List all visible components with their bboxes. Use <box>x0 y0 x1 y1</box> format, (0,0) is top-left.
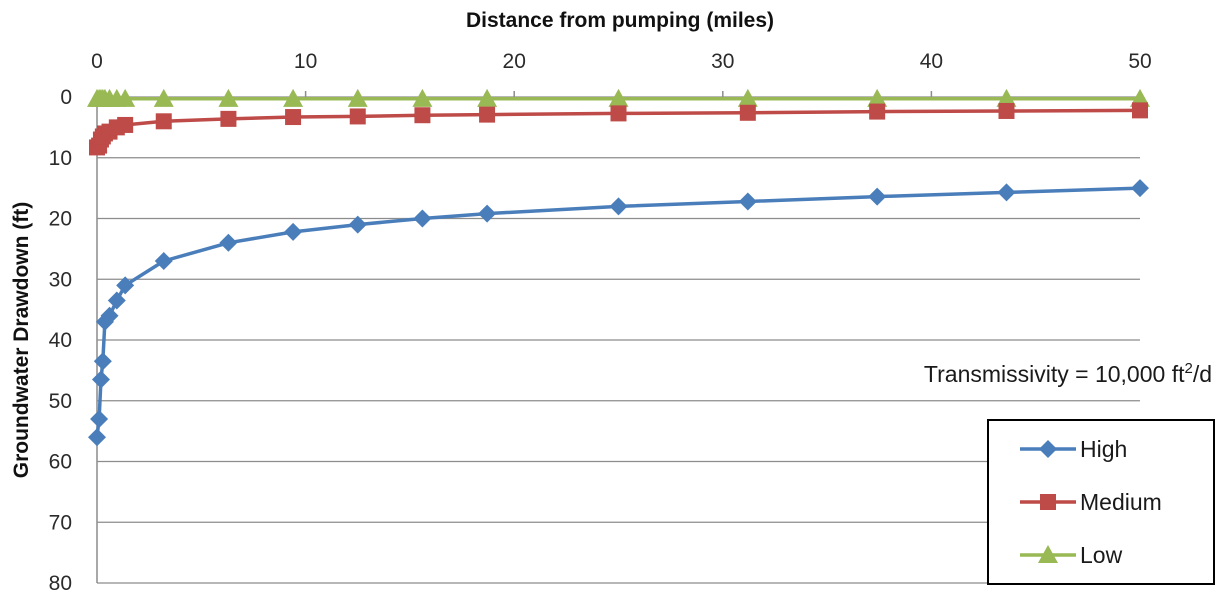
data-point-medium <box>739 104 756 121</box>
legend-label-high: High <box>1080 436 1127 462</box>
series-medium <box>89 102 1148 156</box>
data-point-high <box>154 252 173 271</box>
data-point-high <box>107 291 126 310</box>
data-point-high <box>91 370 110 389</box>
data-point-low <box>412 88 433 107</box>
y-tick-label: 50 <box>49 390 72 413</box>
annotation-text: Transmissivity = 10,000 ft <box>924 361 1185 387</box>
data-point-low <box>218 88 239 107</box>
x-tick-label: 30 <box>711 50 734 73</box>
annotation-suffix: /d <box>1193 361 1212 387</box>
x-tick-label: 40 <box>920 50 943 73</box>
data-point-high <box>738 192 757 211</box>
x-tick-label: 20 <box>503 50 526 73</box>
data-point-medium <box>869 103 886 120</box>
series-high <box>88 179 1149 447</box>
x-tick-label: 50 <box>1128 50 1151 73</box>
data-point-low <box>347 88 368 107</box>
legend-marker-low <box>1038 545 1058 563</box>
y-tick-label: 20 <box>49 208 72 231</box>
annotation-superscript: 2 <box>1184 360 1192 377</box>
data-point-low <box>153 88 174 107</box>
data-point-high <box>609 197 628 216</box>
data-point-medium <box>285 109 302 126</box>
data-point-low <box>996 88 1017 107</box>
x-tick-label: 0 <box>91 50 103 73</box>
axes <box>96 91 1141 583</box>
legend-label-medium: Medium <box>1080 489 1162 515</box>
y-tick-label: 0 <box>60 86 72 109</box>
legend-label-low: Low <box>1080 542 1123 568</box>
data-point-medium <box>349 108 366 125</box>
data-point-high <box>478 204 497 223</box>
data-point-low <box>737 88 758 107</box>
data-point-high <box>868 187 887 206</box>
y-tick-label: 80 <box>49 572 72 595</box>
data-point-medium <box>155 113 172 130</box>
y-tick-label: 40 <box>49 329 72 352</box>
data-point-high <box>116 276 135 295</box>
y-tick-label: 70 <box>49 511 72 534</box>
data-point-high <box>219 233 238 252</box>
data-point-low <box>283 88 304 107</box>
data-point-high <box>284 222 303 241</box>
data-point-medium <box>220 110 237 127</box>
x-axis-title: Distance from pumping (miles) <box>466 9 774 32</box>
data-point-medium <box>1132 102 1148 119</box>
legend-marker-high <box>1039 440 1057 458</box>
series-layer <box>87 88 1150 447</box>
data-point-high <box>348 215 367 234</box>
data-point-medium <box>117 116 134 133</box>
data-point-low <box>1130 88 1150 107</box>
y-tick-label: 30 <box>49 268 72 291</box>
data-point-low <box>608 88 629 107</box>
x-tick-labels: 0 10 20 30 40 50 <box>91 50 1152 73</box>
data-point-high <box>88 428 106 447</box>
data-point-medium <box>414 107 431 124</box>
y-tick-label: 10 <box>49 147 72 170</box>
data-point-low <box>867 88 888 107</box>
data-point-low <box>477 88 498 107</box>
data-point-high <box>997 183 1016 202</box>
data-point-medium <box>479 106 496 123</box>
data-point-high <box>90 409 109 428</box>
data-point-high <box>100 306 119 325</box>
data-point-high <box>1131 179 1149 198</box>
y-tick-label: 60 <box>49 451 72 474</box>
y-tick-labels: 0 10 20 30 40 50 60 70 80 <box>49 86 72 595</box>
legend-marker-medium <box>1040 494 1056 510</box>
data-point-medium <box>610 105 627 122</box>
series-low <box>87 88 1150 107</box>
legend: High Medium Low <box>987 419 1215 585</box>
data-point-low <box>115 88 136 107</box>
y-axis-title: Groundwater Drawdown (ft) <box>10 202 33 479</box>
gridlines <box>97 96 1140 584</box>
series-line-high <box>95 186 1141 438</box>
x-tick-label: 10 <box>294 50 317 73</box>
data-point-high <box>93 352 112 371</box>
data-point-medium <box>998 102 1015 119</box>
transmissivity-annotation: Transmissivity = 10,000 ft2/d <box>924 360 1212 387</box>
data-point-high <box>413 209 432 228</box>
